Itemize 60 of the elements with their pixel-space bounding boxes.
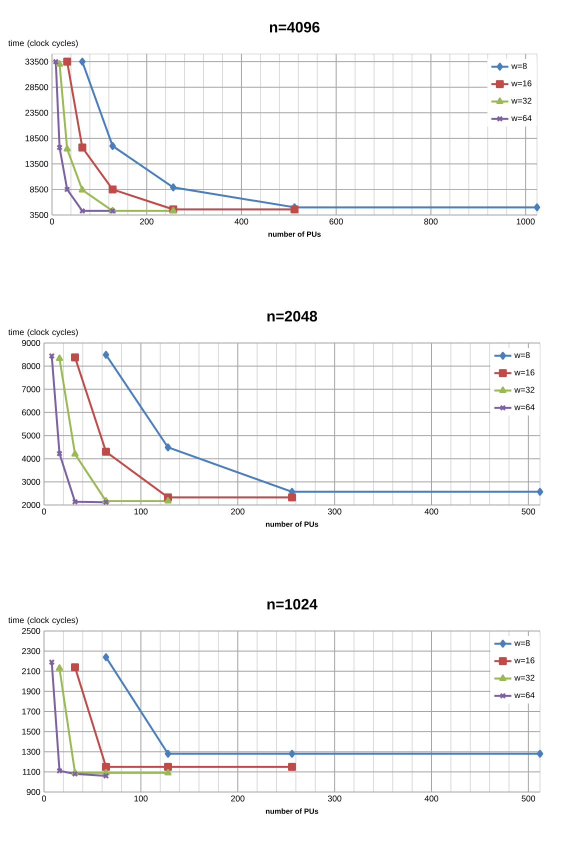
- y-tick-label: 2500: [22, 628, 40, 634]
- chart-title: n=1024: [267, 598, 318, 610]
- legend-label: w=64: [514, 404, 535, 410]
- x-tick-label: 0: [42, 796, 46, 802]
- legend-label: w=16: [511, 80, 532, 86]
- y-tick-label: 13500: [26, 160, 48, 167]
- legend-label: w=32: [511, 98, 532, 104]
- x-tick-label: 0: [50, 218, 54, 225]
- y-tick-label: 1300: [22, 748, 40, 755]
- y-tick-label: 33500: [25, 58, 48, 65]
- legend-label: w=16: [514, 657, 534, 664]
- y-tick-label: 4000: [22, 456, 40, 462]
- x-tick-label: 0: [42, 508, 46, 515]
- y-axis-title: time (clock cycles): [8, 616, 78, 625]
- x-tick-label: 100: [134, 508, 148, 515]
- legend-label: w=16: [514, 369, 534, 376]
- x-tick-label: 200: [231, 796, 244, 802]
- y-tick-label: 2300: [22, 648, 40, 654]
- chart-title: n=2048: [267, 310, 318, 322]
- y-tick-label: 18500: [26, 135, 48, 142]
- y-tick-label: 3000: [22, 478, 40, 485]
- legend-label: w=32: [514, 674, 534, 681]
- x-tick-label: 1000: [516, 218, 535, 225]
- chart-title: n=4096: [270, 22, 320, 32]
- y-axis-title: time (clock cycles): [8, 328, 78, 337]
- legend-label: w=8: [514, 352, 530, 358]
- y-tick-label: 1100: [22, 768, 40, 775]
- x-tick-label: 500: [522, 796, 536, 802]
- legend-label: w=8: [511, 63, 527, 69]
- legend-label: w=8: [514, 640, 530, 646]
- y-tick-label: 5000: [22, 432, 40, 439]
- x-tick-label: 200: [140, 218, 154, 225]
- y-tick-label: 7000: [22, 386, 40, 392]
- y-tick-label: 1500: [22, 728, 40, 735]
- legend-label: w=64: [514, 692, 535, 698]
- x-tick-label: 800: [424, 218, 438, 225]
- x-tick-label: 600: [330, 218, 343, 225]
- y-tick-label: 8500: [30, 186, 48, 192]
- y-tick-label: 6000: [22, 409, 40, 416]
- y-tick-label: 2000: [22, 502, 40, 508]
- y-tick-label: 1900: [22, 688, 40, 694]
- legend-label: w=32: [514, 386, 534, 393]
- y-tick-label: 1700: [22, 708, 40, 714]
- y-tick-label: 3500: [30, 212, 48, 218]
- y-axis-title: time (clock cycles): [8, 40, 78, 48]
- y-tick-label: 8000: [22, 363, 40, 370]
- x-tick-label: 300: [328, 796, 342, 802]
- x-tick-label: 200: [231, 508, 244, 515]
- y-tick-label: 9000: [22, 340, 40, 346]
- x-tick-label: 300: [328, 508, 342, 515]
- x-tick-label: 400: [234, 218, 248, 225]
- legend-label: w=64: [511, 115, 532, 122]
- x-tick-label: 100: [134, 796, 148, 802]
- y-tick-label: 2100: [22, 668, 40, 674]
- y-tick-label: 28500: [25, 84, 48, 90]
- y-tick-label: 900: [26, 789, 40, 795]
- y-tick-label: 23500: [25, 110, 48, 116]
- x-tick-label: 400: [424, 796, 438, 802]
- x-tick-label: 400: [424, 508, 438, 515]
- x-tick-label: 500: [522, 508, 536, 515]
